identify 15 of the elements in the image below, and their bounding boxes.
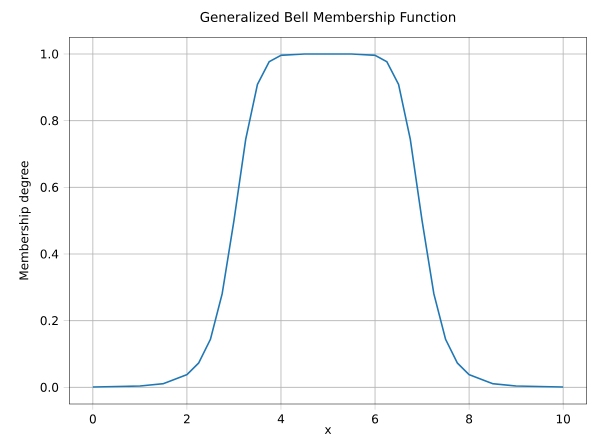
x-tick-label: 6 — [372, 414, 378, 424]
x-tick-label: 2 — [184, 414, 190, 424]
y-tick-label: 0.6 — [40, 182, 58, 192]
y-tick-label: 0.0 — [40, 382, 58, 392]
chart-title: Generalized Bell Membership Function — [200, 12, 456, 25]
x-axis-title: x — [324, 427, 332, 434]
x-tick-label: 10 — [556, 414, 570, 424]
x-tick-label: 8 — [466, 414, 472, 424]
y-tick-label: 1.0 — [41, 49, 58, 59]
y-axis-title: Membership degree — [19, 161, 31, 280]
y-tick-label: 0.4 — [40, 249, 58, 259]
y-tick-label: 0.8 — [40, 116, 58, 126]
y-tick-label: 0.2 — [40, 316, 58, 326]
x-tick-label: 4 — [278, 414, 284, 424]
x-tick-label: 0 — [90, 414, 96, 424]
